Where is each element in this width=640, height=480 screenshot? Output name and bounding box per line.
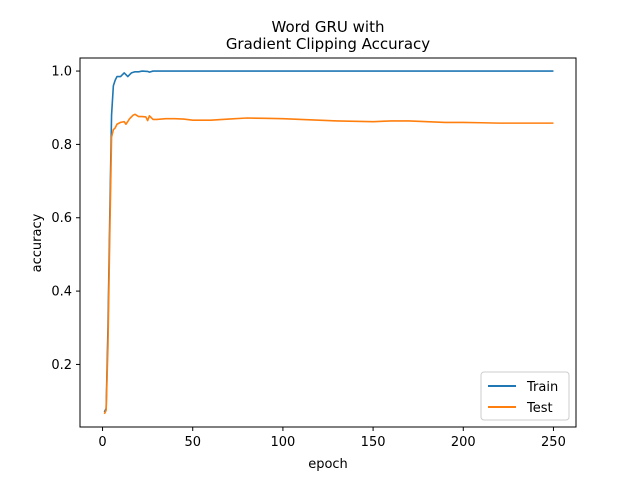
y-tick-label: 1.0 xyxy=(51,65,72,80)
y-tick-label: 0.4 xyxy=(51,285,72,300)
y-axis-label: accuracy xyxy=(30,213,45,272)
x-tick-label: 150 xyxy=(361,435,386,450)
x-tick-label: 250 xyxy=(541,435,566,450)
y-axis: 0.2 0.4 0.6 0.8 1.0 xyxy=(51,65,80,373)
y-tick-label: 0.6 xyxy=(51,211,72,226)
chart-title-line-1: Word GRU with xyxy=(272,18,385,36)
chart-title-line-2: Gradient Clipping Accuracy xyxy=(226,35,430,53)
series-line-test xyxy=(103,113,554,415)
series-layer xyxy=(103,70,554,415)
x-tick-label: 0 xyxy=(98,435,106,450)
legend: Train Test xyxy=(480,371,570,421)
plot-frame xyxy=(79,57,577,428)
x-axis: 0 50 100 150 200 250 xyxy=(98,427,566,450)
x-tick-label: 200 xyxy=(451,435,476,450)
y-tick-label: 0.2 xyxy=(51,358,72,373)
legend-train-label: Train xyxy=(526,380,558,395)
x-axis-label: epoch xyxy=(308,457,348,472)
y-tick-label: 0.8 xyxy=(51,138,72,153)
x-tick-label: 100 xyxy=(270,435,295,450)
x-tick-label: 50 xyxy=(184,435,201,450)
legend-test-label: Test xyxy=(526,401,553,416)
